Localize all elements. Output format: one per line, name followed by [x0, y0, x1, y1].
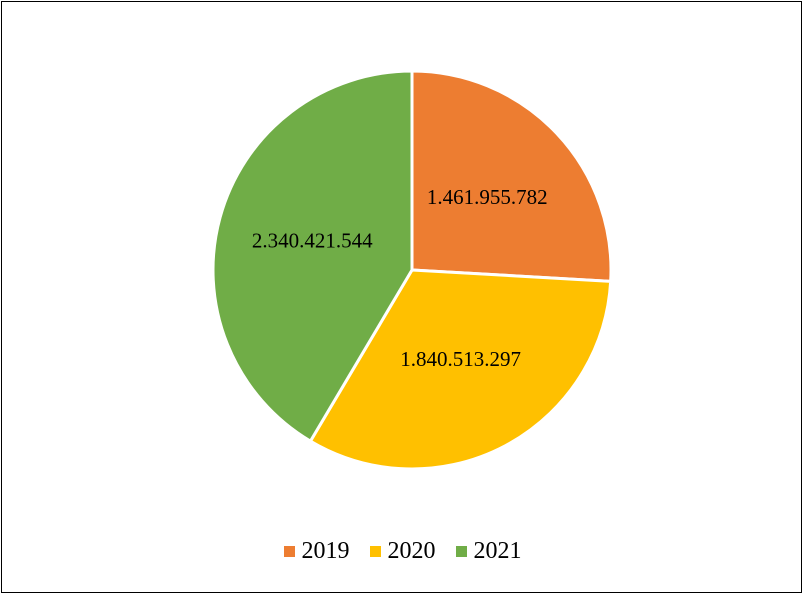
- data-label-2020: 1.840.513.297: [400, 347, 521, 371]
- data-label-2019: 1.461.955.782: [427, 185, 548, 209]
- legend-item-2021: 2021: [455, 538, 522, 565]
- legend-label-2020: 2020: [387, 538, 436, 564]
- legend-label-2019: 2019: [301, 538, 350, 564]
- legend-swatch-2021: [455, 546, 467, 557]
- legend-swatch-2019: [283, 546, 295, 557]
- pie-data-labels: 1.461.955.782 1.840.513.297 2.340.421.544: [252, 185, 548, 371]
- legend-item-2019: 2019: [283, 538, 350, 565]
- legend-swatch-2020: [369, 546, 381, 557]
- legend-item-2020: 2020: [369, 538, 436, 565]
- legend: 2019 2020 2021: [2, 538, 803, 565]
- pie-slice-2020: [308, 268, 613, 471]
- data-label-2021: 2.340.421.544: [252, 228, 373, 252]
- legend-label-2021: 2021: [473, 538, 522, 564]
- pie-slice-2021: [211, 69, 414, 443]
- pie-slices: [211, 69, 613, 471]
- pie-slice-2019: [410, 69, 613, 283]
